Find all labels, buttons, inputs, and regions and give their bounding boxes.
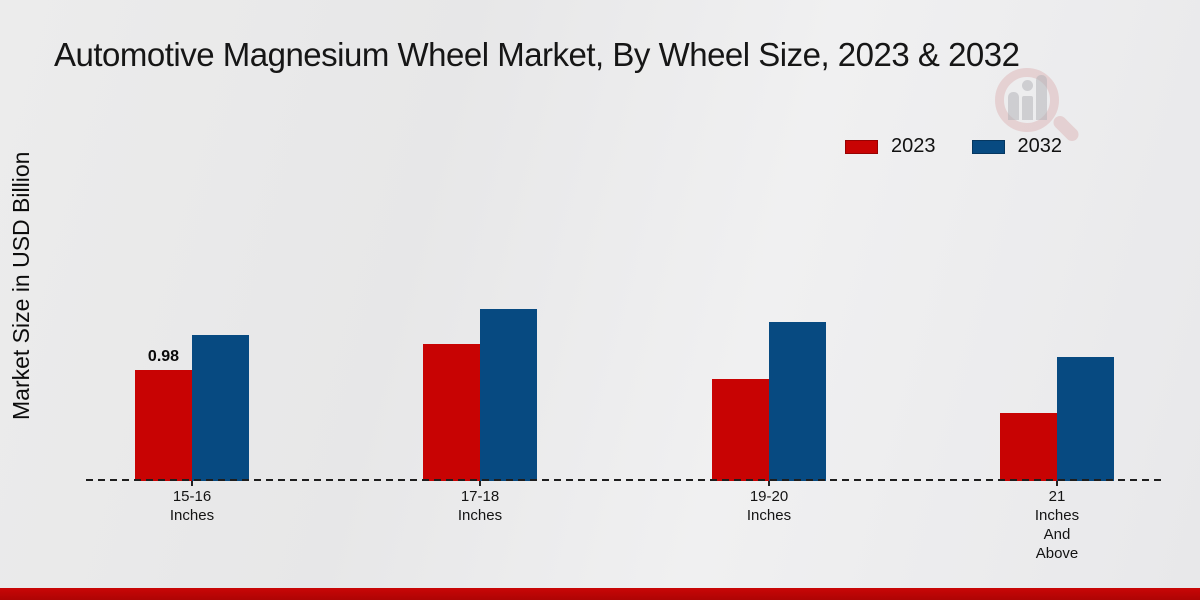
footer-bar: [0, 588, 1200, 600]
legend-item-2032: 2032: [971, 135, 1063, 158]
x-axis-label-17-18-inches: 17-18 Inches: [457, 488, 503, 524]
legend-item-2023: 2023: [845, 135, 936, 158]
bar-2023-17-18-inches: [423, 344, 480, 481]
legend-label: 2023: [891, 135, 936, 157]
bar-2023-21-inches-and-above: [1000, 413, 1057, 481]
logo-bar-icon: [1036, 75, 1047, 120]
x-axis-tick: [1056, 481, 1058, 486]
bar-2032-19-20-inches: [769, 322, 826, 481]
bar-2032-17-18-inches: [480, 309, 537, 481]
magnifier-bar-chart-logo-icon: [995, 64, 1090, 159]
logo-bar-icon: [1008, 92, 1019, 120]
x-axis-tick: [191, 481, 193, 486]
bar-2032-21-inches-and-above: [1057, 357, 1114, 481]
legend-swatch-icon: [845, 139, 878, 154]
legend-swatch-icon: [971, 139, 1005, 154]
x-axis-label-15-16-inches: 15-16 Inches: [169, 488, 215, 524]
logo-bar-icon: [1022, 96, 1033, 120]
x-axis-baseline: [86, 479, 1164, 481]
x-axis-tick: [479, 481, 481, 486]
chart-title: Automotive Magnesium Wheel Market, By Wh…: [54, 36, 1020, 73]
bar-2023-15-16-inches: [135, 370, 192, 481]
logo-dot-icon: [1022, 80, 1033, 91]
y-axis-label: Market Size in USD Billion: [8, 151, 34, 420]
x-axis-tick: [768, 481, 770, 486]
bar-2032-15-16-inches: [192, 335, 249, 481]
x-axis-label-19-20-inches: 19-20 Inches: [746, 488, 792, 524]
bar-2023-19-20-inches: [712, 379, 769, 481]
legend-label: 2032: [1017, 135, 1063, 157]
bar-value-label: 0.98: [147, 348, 180, 365]
legend: 2023 2032: [845, 135, 1062, 158]
x-axis-label-21-inches-and-above: 21 Inches And Above: [1034, 488, 1080, 562]
magnifier-ring-icon: [995, 68, 1059, 132]
